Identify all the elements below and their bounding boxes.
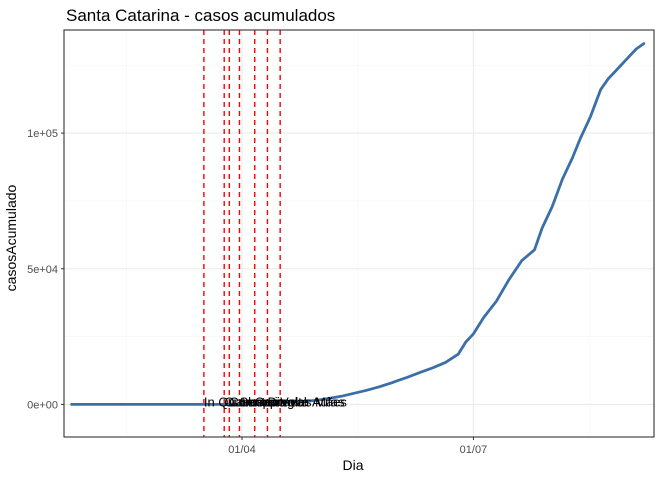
event-label: Volta Aulas xyxy=(280,394,345,409)
y-tick-label: 1e+05 xyxy=(27,128,58,140)
x-tick-label: 01/07 xyxy=(460,444,488,456)
series-line xyxy=(70,42,646,406)
event-label: In Quarentena xyxy=(204,394,288,409)
y-axis-title: casosAcumulado xyxy=(3,184,19,291)
event-label: Outros xyxy=(224,394,264,409)
event-label: Dia das Mães xyxy=(267,394,347,409)
chart-title: Santa Catarina - casos acumulados xyxy=(66,6,335,25)
event-label: Carnaval xyxy=(255,394,307,409)
panel-background xyxy=(64,30,654,437)
plot-area: 0e+00 5e+04 1e+05 01/04 01/07 In QuarentenaOu… xyxy=(27,29,655,456)
event-label: Comercio xyxy=(229,394,285,409)
event-label: Shopping xyxy=(239,394,294,409)
x-axis-title: Dia xyxy=(342,457,363,473)
y-tick-label: 0e+00 xyxy=(27,399,58,411)
y-tick-label: 5e+04 xyxy=(27,264,58,276)
panel-border xyxy=(63,29,655,438)
x-tick-label: 01/04 xyxy=(228,444,256,456)
